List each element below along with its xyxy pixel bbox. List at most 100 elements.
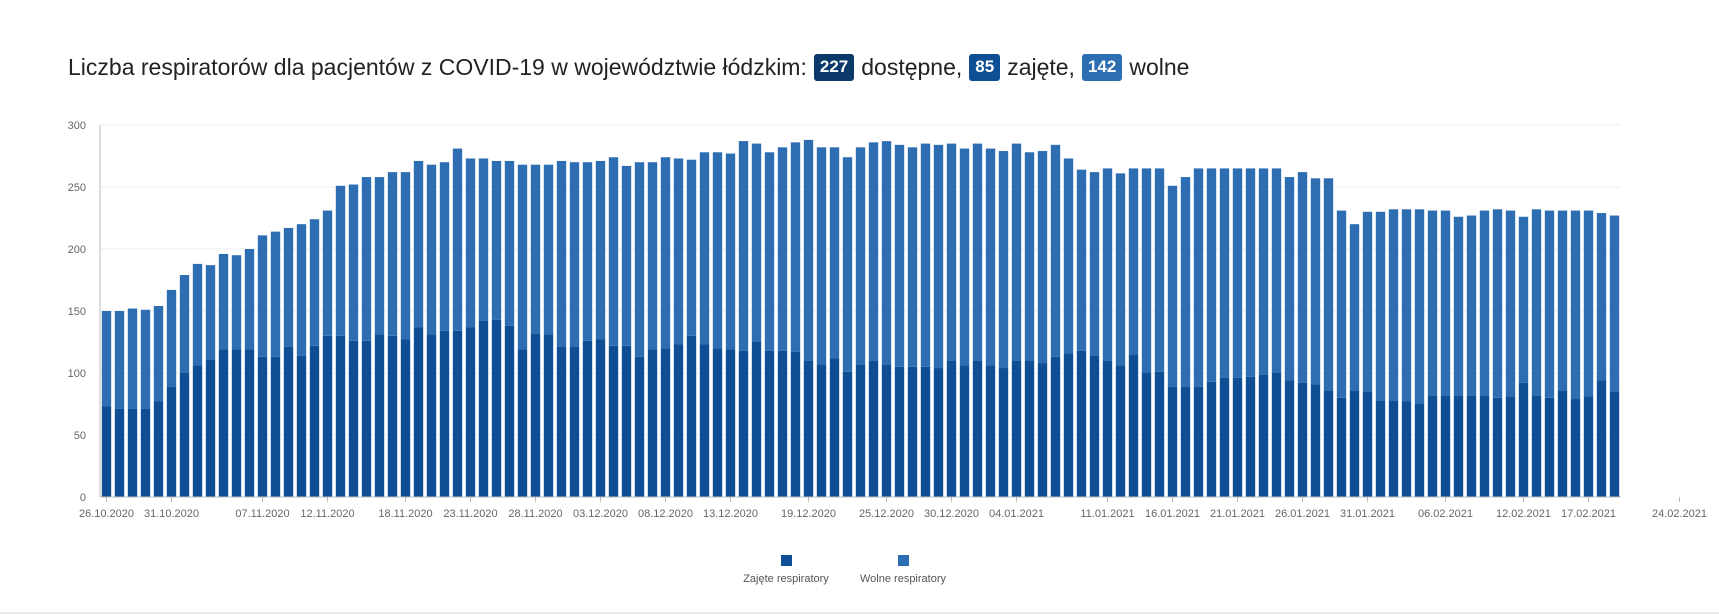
bar-occupied[interactable] [1492,397,1503,497]
bar-free[interactable] [296,224,307,356]
bar-free[interactable] [270,231,281,357]
bar-free[interactable] [1128,168,1139,355]
bar-occupied[interactable] [725,349,736,497]
bar-occupied[interactable] [517,349,528,497]
bar-free[interactable] [1453,216,1464,396]
bar-occupied[interactable] [1180,386,1191,497]
bar-occupied[interactable] [1050,356,1061,497]
bar-free[interactable] [764,152,775,351]
bar-occupied[interactable] [1284,380,1295,497]
bar-occupied[interactable] [1531,395,1542,497]
legend-swatch-free[interactable] [898,555,909,566]
bar-occupied[interactable] [309,345,320,497]
bar-free[interactable] [803,139,814,361]
bar-free[interactable] [114,311,125,409]
bar-occupied[interactable] [738,350,749,497]
bar-occupied[interactable] [1206,381,1217,497]
bar-free[interactable] [491,160,502,320]
bar-free[interactable] [1141,168,1152,373]
bar-free[interactable] [920,143,931,367]
bar-free[interactable] [1557,210,1568,391]
bar-free[interactable] [530,164,541,334]
bar-occupied[interactable] [348,340,359,497]
bar-occupied[interactable] [452,330,463,497]
bar-free[interactable] [1245,168,1256,377]
bar-free[interactable] [933,144,944,369]
bar-occupied[interactable] [647,349,658,497]
bar-occupied[interactable] [1037,363,1048,497]
bar-occupied[interactable] [543,334,554,497]
bar-free[interactable] [998,151,1009,369]
bar-occupied[interactable] [270,356,281,497]
bar-free[interactable] [1219,168,1230,378]
bar-occupied[interactable] [1596,380,1607,497]
bar-free[interactable] [1479,210,1490,396]
bar-free[interactable] [257,235,268,357]
bar-free[interactable] [738,141,749,351]
bar-occupied[interactable] [1362,391,1373,497]
bar-occupied[interactable] [1219,377,1230,497]
bar-free[interactable] [504,160,515,326]
bar-occupied[interactable] [1375,400,1386,497]
bar-occupied[interactable] [1258,374,1269,497]
bar-occupied[interactable] [1323,390,1334,497]
bar-occupied[interactable] [166,386,177,497]
bar-free[interactable] [946,143,957,361]
bar-occupied[interactable] [842,371,853,497]
bar-occupied[interactable] [881,364,892,497]
bar-free[interactable] [309,219,320,346]
bar-free[interactable] [985,148,996,366]
bar-free[interactable] [608,157,619,346]
bar-free[interactable] [1297,172,1308,383]
bar-free[interactable] [439,162,450,331]
bar-occupied[interactable] [335,335,346,497]
bar-occupied[interactable] [1310,384,1321,497]
bar-occupied[interactable] [192,365,203,497]
bar-occupied[interactable] [1102,360,1113,497]
bar-free[interactable] [413,160,424,328]
bar-free[interactable] [166,289,177,387]
bar-free[interactable] [556,160,567,347]
bar-free[interactable] [192,263,203,366]
bar-free[interactable] [1284,177,1295,381]
bar-occupied[interactable] [439,330,450,497]
bar-occupied[interactable] [1440,395,1451,497]
bar-occupied[interactable] [959,365,970,497]
bar-free[interactable] [400,172,411,340]
bar-free[interactable] [595,160,606,340]
bar-free[interactable] [1596,213,1607,381]
bar-occupied[interactable] [361,340,372,497]
bar-free[interactable] [1167,185,1178,387]
bar-occupied[interactable] [816,364,827,497]
bar-occupied[interactable] [114,408,125,497]
bar-free[interactable] [725,153,736,350]
bar-occupied[interactable] [933,368,944,497]
bar-free[interactable] [361,177,372,341]
bar-occupied[interactable] [413,327,424,497]
bar-free[interactable] [712,152,723,349]
bar-free[interactable] [1531,209,1542,396]
bar-occupied[interactable] [686,335,697,497]
bar-free[interactable] [881,141,892,365]
bar-occupied[interactable] [1505,396,1516,497]
bar-occupied[interactable] [1453,395,1464,497]
bar-free[interactable] [452,148,463,331]
bar-occupied[interactable] [894,366,905,497]
bar-occupied[interactable] [1427,395,1438,497]
bar-free[interactable] [1089,172,1100,356]
bar-free[interactable] [959,148,970,366]
bar-occupied[interactable] [322,335,333,497]
bar-free[interactable] [1271,168,1282,373]
bar-free[interactable] [1583,210,1594,397]
bar-occupied[interactable] [1232,377,1243,497]
bar-occupied[interactable] [1115,365,1126,497]
bar-occupied[interactable] [465,327,476,497]
bar-free[interactable] [517,164,528,350]
bar-free[interactable] [1115,173,1126,366]
bar-occupied[interactable] [1401,401,1412,497]
bar-free[interactable] [1063,158,1074,354]
bar-occupied[interactable] [1297,382,1308,497]
bar-free[interactable] [699,152,710,345]
bar-free[interactable] [1401,209,1412,402]
bar-occupied[interactable] [1011,360,1022,497]
